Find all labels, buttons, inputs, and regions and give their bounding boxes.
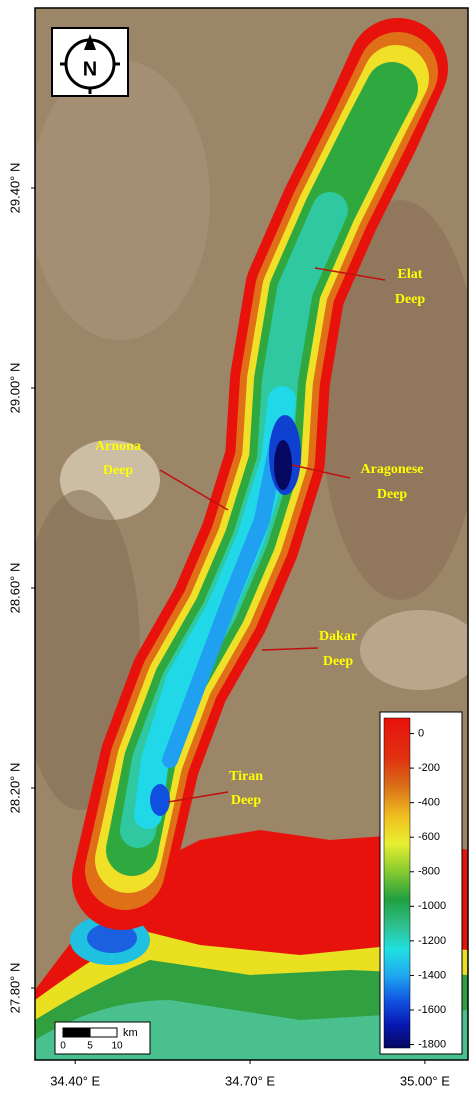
scale-bar-segment [89,1027,118,1038]
scale-bar-box [54,1021,151,1055]
scale-bar-segment [62,1027,91,1038]
annotation: Deep [323,654,354,669]
colorbar-tick-label: -1600 [418,1004,446,1016]
map-body [35,8,468,1060]
scale-bar-unit: km [123,1027,138,1039]
colorbar-tick-label: -1400 [418,969,446,981]
colorbar-tick-label: -600 [418,831,440,843]
annotation: Tiran [229,769,263,784]
annotation-arrows [159,267,386,803]
annotation: Elat [398,267,423,282]
lon-tick-label: 34.70° E [225,1073,275,1088]
annotation: Dakar [319,629,357,644]
lat-tick-label: 29.40° N [7,163,22,214]
north-label: N [83,58,97,80]
annotation: Arnona [95,439,141,454]
lat-tick-label: 28.20° N [7,763,22,814]
lon-tick-label: 35.00° E [400,1073,450,1088]
colorbar-tick-label: 0 [418,727,424,739]
annotation: Deep [103,463,134,478]
colorbar-tick-label: -1200 [418,935,446,947]
colorbar-tick-label: -200 [418,762,440,774]
colorbar-tick-label: -1000 [418,900,446,912]
annotation: Deep [231,793,262,808]
scale-bar-label: 5 [87,1041,93,1052]
annotation: Deep [395,292,426,307]
annotation: Aragonese [361,462,424,477]
lat-tick-label: 29.00° N [7,363,22,414]
colorbar [383,717,411,1049]
lat-tick-label: 27.80° N [7,963,22,1014]
colorbar-tick-label: -400 [418,797,440,809]
lat-tick-label: 28.60° N [7,563,22,614]
annotation: Deep [377,487,408,502]
scale-bar-label: 0 [60,1041,66,1052]
colorbar-tick-label: -800 [418,866,440,878]
lon-tick-label: 34.40° E [50,1073,100,1088]
scale-bar-label: 10 [111,1041,123,1052]
north-arrow: N [51,27,129,97]
colorbar-tick-label: -1800 [418,1038,446,1050]
